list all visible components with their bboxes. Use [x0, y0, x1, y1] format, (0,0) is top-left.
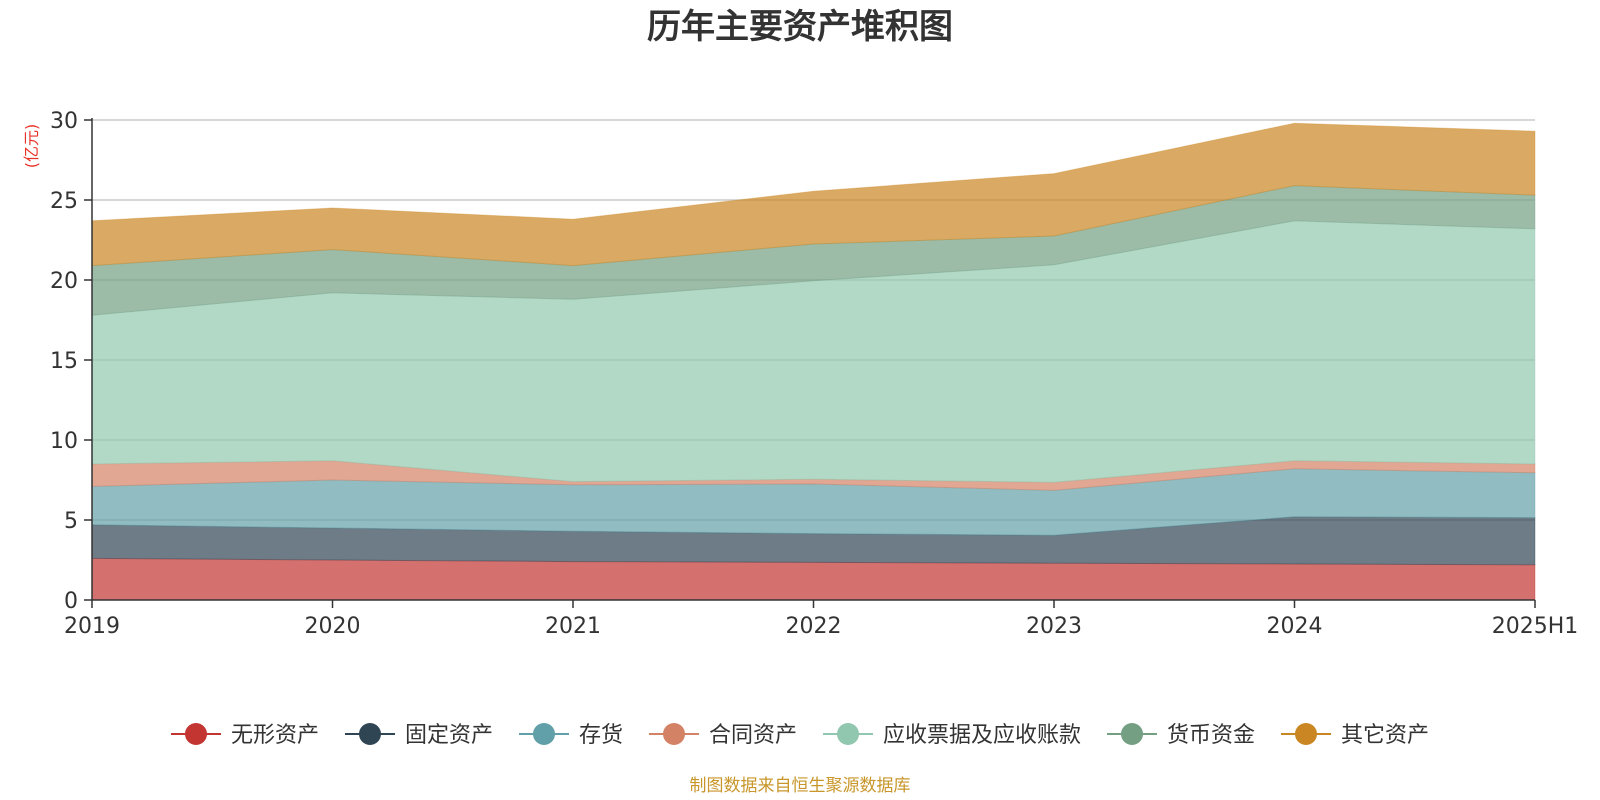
legend-label: 无形资产 — [231, 723, 319, 748]
x-tick-label: 2021 — [545, 614, 601, 639]
legend-label: 其它资产 — [1341, 723, 1429, 748]
legend-label: 存货 — [579, 723, 623, 748]
legend-item-其它资产[interactable]: 其它资产 — [1281, 723, 1429, 748]
legend-item-应收票据及应收账款[interactable]: 应收票据及应收账款 — [823, 723, 1081, 748]
y-tick-label: 0 — [64, 589, 78, 614]
x-tick-label: 2023 — [1026, 614, 1082, 639]
legend-label: 货币资金 — [1167, 723, 1255, 748]
legend-marker — [1295, 723, 1317, 745]
y-tick-label: 10 — [50, 429, 78, 454]
legend-marker — [663, 723, 685, 745]
x-tick-label: 2019 — [64, 614, 120, 639]
legend-item-存货[interactable]: 存货 — [519, 723, 623, 748]
legend-marker — [359, 723, 381, 745]
legend-marker — [1121, 723, 1143, 745]
x-tick-label: 2025H1 — [1492, 614, 1579, 639]
legend-marker — [533, 723, 555, 745]
area-无形资产[interactable] — [91, 557, 1536, 601]
y-tick-label: 25 — [50, 189, 78, 214]
legend-item-固定资产[interactable]: 固定资产 — [345, 723, 493, 748]
area-其它资产[interactable] — [91, 122, 1536, 267]
x-tick-label: 2022 — [786, 614, 842, 639]
area-应收票据及应收账款[interactable] — [91, 220, 1536, 483]
y-axis-unit-label: (亿元) — [22, 124, 41, 169]
legend-marker — [185, 723, 207, 745]
legend-item-无形资产[interactable]: 无形资产 — [171, 723, 319, 748]
legend-item-合同资产[interactable]: 合同资产 — [649, 723, 797, 748]
legend-item-货币资金[interactable]: 货币资金 — [1107, 723, 1255, 748]
axes: 0 5 10 15 20 25 30 2019 2020 2021 2022 2023 2024 2025… — [50, 109, 1578, 639]
y-tick-label: 20 — [50, 269, 78, 294]
source-note: 制图数据来自恒生聚源数据库 — [690, 776, 911, 796]
area-series — [91, 122, 1536, 601]
chart-title: 历年主要资产堆积图 — [647, 7, 953, 47]
y-tick-label: 5 — [64, 509, 78, 534]
x-tick-label: 2020 — [305, 614, 361, 639]
area-存货[interactable] — [91, 468, 1536, 536]
legend-label: 应收票据及应收账款 — [883, 723, 1081, 748]
y-tick-label: 15 — [50, 349, 78, 374]
x-tick-label: 2024 — [1267, 614, 1323, 639]
legend-label: 合同资产 — [709, 723, 797, 748]
legend: 无形资产 固定资产 存货 合同资产 应收票据及应收账款 货币资金 其它资产 — [171, 723, 1429, 748]
legend-label: 固定资产 — [405, 723, 493, 748]
legend-marker — [837, 723, 859, 745]
y-tick-label: 30 — [50, 109, 78, 134]
